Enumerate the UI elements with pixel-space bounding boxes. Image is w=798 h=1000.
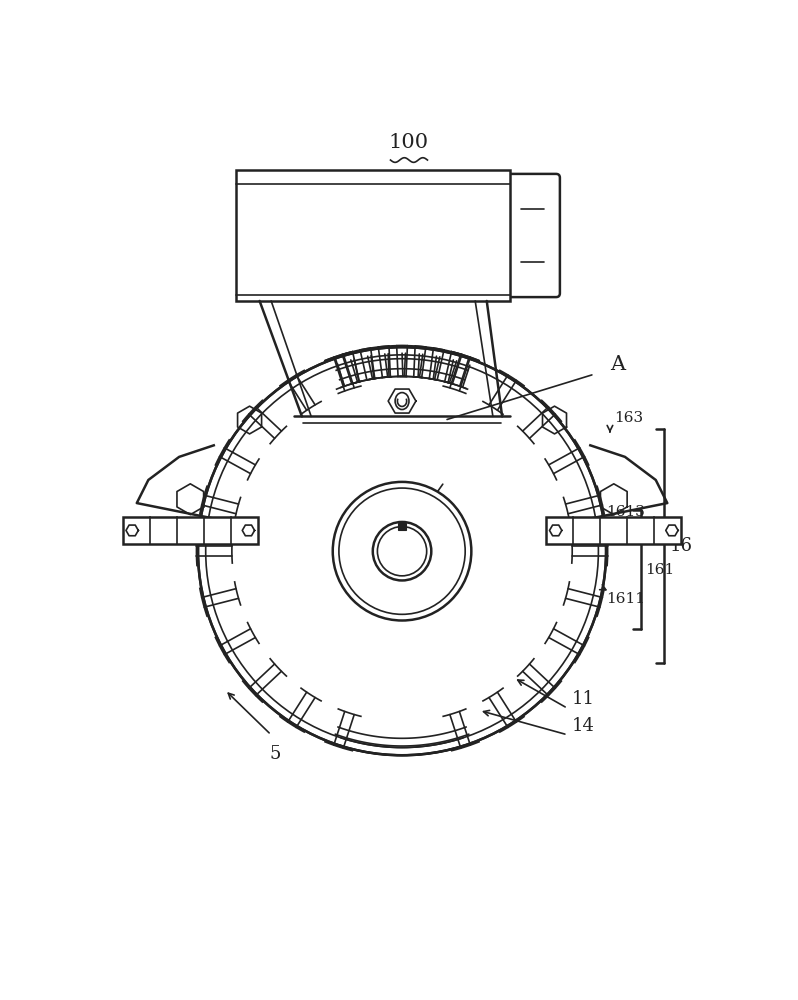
Bar: [398, 523, 406, 530]
Text: 1613: 1613: [606, 505, 645, 519]
Text: 16: 16: [670, 537, 693, 555]
Text: 1611: 1611: [606, 592, 645, 606]
Text: 5: 5: [269, 745, 281, 763]
Text: 14: 14: [571, 717, 595, 735]
FancyBboxPatch shape: [506, 174, 560, 297]
Circle shape: [333, 482, 472, 620]
Text: A: A: [610, 355, 625, 374]
Ellipse shape: [395, 393, 409, 410]
Text: 161: 161: [646, 563, 674, 577]
Bar: [123, 517, 258, 544]
Text: 11: 11: [571, 690, 595, 708]
Text: 100: 100: [389, 133, 429, 152]
Bar: [236, 170, 510, 301]
Text: 163: 163: [614, 411, 643, 425]
Circle shape: [373, 522, 431, 580]
Bar: [547, 517, 681, 544]
Circle shape: [198, 347, 606, 755]
